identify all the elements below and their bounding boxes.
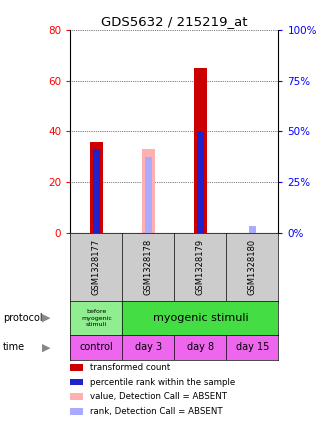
Bar bbox=[123, 335, 174, 360]
Text: ▶: ▶ bbox=[42, 313, 51, 323]
Bar bbox=[142, 149, 155, 233]
Text: day 3: day 3 bbox=[135, 343, 162, 352]
Bar bbox=[90, 142, 103, 233]
Text: percentile rank within the sample: percentile rank within the sample bbox=[90, 377, 235, 387]
Text: before
myogenic
stimuli: before myogenic stimuli bbox=[81, 309, 112, 327]
Bar bbox=[145, 157, 152, 233]
Bar bbox=[174, 335, 227, 360]
Bar bbox=[249, 225, 255, 233]
Bar bbox=[70, 335, 123, 360]
Bar bbox=[93, 149, 100, 233]
Bar bbox=[194, 68, 207, 233]
Text: day 8: day 8 bbox=[187, 343, 214, 352]
Text: protocol: protocol bbox=[3, 313, 43, 323]
Text: GSM1328177: GSM1328177 bbox=[92, 239, 101, 295]
Bar bbox=[227, 335, 278, 360]
Text: myogenic stimuli: myogenic stimuli bbox=[153, 313, 248, 323]
Bar bbox=[123, 301, 278, 335]
Text: GSM1328180: GSM1328180 bbox=[248, 239, 257, 295]
Text: transformed count: transformed count bbox=[90, 363, 170, 372]
Text: GSM1328179: GSM1328179 bbox=[196, 239, 205, 295]
Bar bbox=[70, 301, 123, 335]
Bar bbox=[197, 132, 204, 233]
Text: rank, Detection Call = ABSENT: rank, Detection Call = ABSENT bbox=[90, 407, 222, 416]
Text: ▶: ▶ bbox=[42, 343, 51, 352]
Text: control: control bbox=[80, 343, 113, 352]
Title: GDS5632 / 215219_at: GDS5632 / 215219_at bbox=[101, 16, 248, 28]
Text: day 15: day 15 bbox=[236, 343, 269, 352]
Text: GSM1328178: GSM1328178 bbox=[144, 239, 153, 295]
Text: time: time bbox=[3, 343, 25, 352]
Text: value, Detection Call = ABSENT: value, Detection Call = ABSENT bbox=[90, 392, 227, 401]
